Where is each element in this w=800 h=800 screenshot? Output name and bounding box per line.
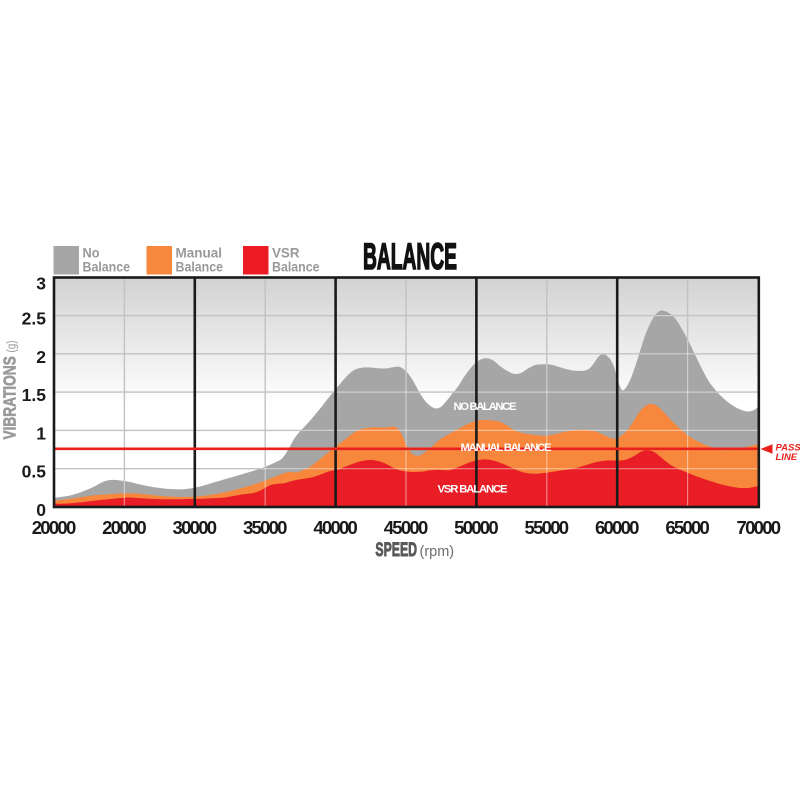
svg-text:PASS: PASS [776, 443, 800, 454]
svg-text:40000: 40000 [313, 517, 358, 538]
svg-text:BALANCE: BALANCE [363, 236, 457, 277]
svg-text:65000: 65000 [665, 517, 710, 538]
svg-text:70000: 70000 [737, 517, 782, 538]
svg-text:No: No [83, 245, 100, 261]
svg-text:60000: 60000 [595, 517, 640, 538]
svg-text:Balance: Balance [176, 259, 224, 275]
svg-text:0.5: 0.5 [22, 462, 47, 482]
svg-text:2: 2 [36, 347, 46, 367]
svg-text:LINE: LINE [776, 452, 798, 463]
svg-text:VSR: VSR [272, 245, 300, 261]
svg-text:Manual: Manual [176, 245, 223, 261]
svg-text:1: 1 [36, 423, 46, 443]
svg-text:50000: 50000 [454, 517, 499, 538]
svg-text:3: 3 [36, 274, 46, 294]
svg-text:Balance: Balance [272, 259, 320, 275]
svg-text:VIBRATIONS (g): VIBRATIONS (g) [1, 340, 20, 439]
svg-text:55000: 55000 [525, 517, 570, 538]
svg-text:20000: 20000 [102, 517, 146, 538]
svg-text:NO BALANCE: NO BALANCE [454, 401, 517, 413]
svg-text:1.5: 1.5 [22, 385, 47, 405]
svg-text:MANUAL BALANCE: MANUAL BALANCE [461, 442, 552, 454]
svg-text:35000: 35000 [243, 517, 288, 538]
svg-text:45000: 45000 [384, 517, 429, 538]
svg-text:20000: 20000 [32, 517, 77, 538]
svg-text:30000: 30000 [173, 517, 218, 538]
svg-text:(rpm): (rpm) [420, 544, 455, 560]
svg-text:Balance: Balance [83, 259, 131, 275]
svg-text:0: 0 [36, 500, 46, 520]
svg-text:2.5: 2.5 [22, 309, 47, 329]
svg-text:VSR BALANCE: VSR BALANCE [438, 483, 508, 495]
svg-text:SPEED: SPEED [375, 539, 417, 561]
